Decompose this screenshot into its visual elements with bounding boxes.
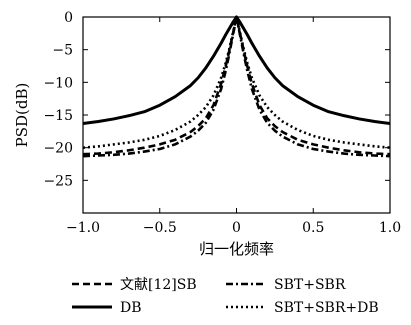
legend-label-2: SBT+SBR [274,277,346,293]
x-axis-label: 归一化频率 [199,240,274,258]
series-line-0 [82,15,391,156]
x-tick-label: 0 [232,220,241,236]
y-tick-label: −5 [52,43,73,59]
plot-lines [82,15,391,158]
y-tick-label: −20 [43,141,73,157]
x-tick-label: 0.5 [302,220,324,236]
axis-ticks [82,16,391,213]
x-tick-label: −0.5 [143,220,177,236]
y-tick-label: −25 [43,173,73,189]
x-tick-label: −1.0 [66,220,100,236]
series-line-3 [82,15,391,149]
x-tick-label: 1.0 [379,220,401,236]
series-line-1 [82,15,391,125]
legend-label-1: DB [120,300,142,316]
y-axis-label: PSD(dB) [13,83,31,148]
y-tick-label: 0 [64,10,73,26]
y-tick-label: −15 [43,108,73,124]
y-tick-label: −10 [43,75,73,91]
legend: 文献[12]SB DB SBT+SBR SBT+SBR+DB [72,277,379,316]
legend-label-3: SBT+SBR+DB [274,300,379,316]
axis-tick-labels: −1.0 −0.5 0 0.5 1.0 0 −5 −10 −15 −20 −25 [43,10,401,236]
legend-label-0: 文献[12]SB [120,277,197,293]
series-line-2 [82,15,391,158]
